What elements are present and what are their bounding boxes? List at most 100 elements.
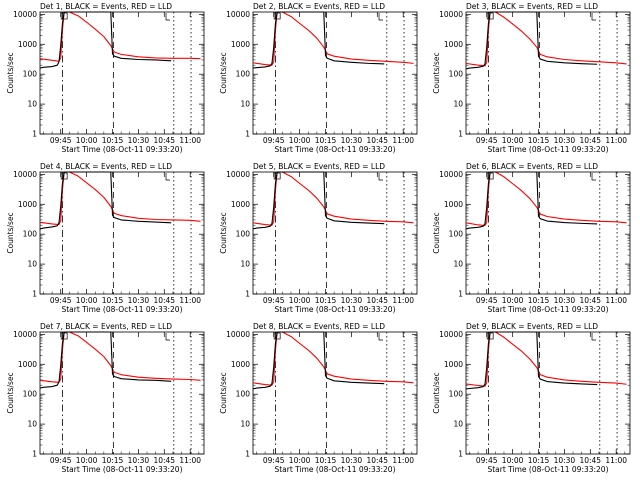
y-tick-label: 100 (23, 390, 38, 399)
plot-frame (252, 171, 418, 295)
panel-title: Det 2, BLACK = Events, RED = LLD (253, 2, 385, 11)
x-tick-label: 09:45 (50, 136, 72, 145)
y-tick-label: 10000 (226, 170, 250, 179)
x-tick-label: 11:00 (392, 456, 414, 465)
x-tick-label: 09:45 (263, 136, 285, 145)
x-tick-label: 11:00 (179, 456, 201, 465)
y-tick-label: 1 (32, 290, 37, 299)
x-tick-label: 10:30 (341, 136, 363, 145)
x-tick-label: 10:15 (102, 136, 124, 145)
plot-frame (39, 11, 205, 135)
y-tick-label: 10000 (226, 330, 250, 339)
bracket-marker (165, 173, 171, 181)
y-tick-label: 10 (240, 260, 250, 269)
y-tick-label: 100 (449, 390, 464, 399)
x-tick-label: 10:30 (341, 296, 363, 305)
panel-title: Det 8, BLACK = Events, RED = LLD (253, 322, 385, 331)
x-tick-label: 10:45 (579, 296, 601, 305)
series-events-line (252, 11, 385, 69)
bracket-marker (378, 173, 384, 181)
bracket-marker (378, 13, 384, 21)
x-tick-label: 11:00 (392, 296, 414, 305)
panel-title: Det 7, BLACK = Events, RED = LLD (40, 322, 172, 331)
series-events-line (39, 11, 172, 69)
y-axis-label: Counts/sec (6, 212, 15, 253)
x-tick-label: 10:45 (366, 456, 388, 465)
series-events-line (39, 331, 172, 389)
x-axis-label: Start Time (08-Oct-11 09:33:20) (61, 305, 182, 314)
bracket-marker (165, 333, 171, 341)
y-tick-label: 100 (449, 70, 464, 79)
x-tick-label: 10:15 (315, 296, 337, 305)
series-lld-line (252, 331, 414, 386)
panel-3 (465, 11, 631, 135)
x-tick-label: 09:45 (263, 456, 285, 465)
x-tick-label: 10:00 (502, 296, 524, 305)
panel-title: Det 3, BLACK = Events, RED = LLD (466, 2, 598, 11)
bracket-marker (591, 333, 597, 341)
x-tick-label: 10:00 (76, 456, 98, 465)
y-tick-label: 1000 (444, 360, 463, 369)
x-axis-label: Start Time (08-Oct-11 09:33:20) (61, 145, 182, 154)
y-axis-label: Counts/sec (6, 52, 15, 93)
x-tick-label: 11:00 (605, 136, 627, 145)
y-tick-label: 1 (32, 450, 37, 459)
y-tick-label: 1000 (444, 200, 463, 209)
bracket-marker (378, 333, 384, 341)
y-tick-label: 1000 (231, 200, 250, 209)
x-tick-label: 10:00 (76, 136, 98, 145)
x-tick-label: 09:45 (476, 456, 498, 465)
x-tick-label: 09:45 (476, 136, 498, 145)
x-axis-label: Start Time (08-Oct-11 09:33:20) (61, 465, 182, 474)
y-tick-label: 1000 (231, 40, 250, 49)
x-tick-label: 11:00 (605, 296, 627, 305)
series-events-line (252, 171, 385, 230)
x-tick-label: 10:15 (102, 296, 124, 305)
x-tick-label: 10:30 (554, 296, 576, 305)
y-tick-label: 100 (23, 230, 38, 239)
bracket-marker (591, 13, 597, 21)
panel-7 (39, 331, 205, 455)
x-tick-label: 10:30 (341, 456, 363, 465)
series-lld-line (465, 171, 627, 227)
y-tick-label: 10 (27, 100, 37, 109)
y-axis-label: Counts/sec (219, 212, 228, 253)
series-lld-line (465, 11, 627, 67)
y-axis-label: Counts/sec (219, 52, 228, 93)
panel-title: Det 1, BLACK = Events, RED = LLD (40, 2, 172, 11)
y-axis-label: Counts/sec (6, 372, 15, 413)
x-tick-label: 10:00 (502, 136, 524, 145)
bracket-marker (591, 173, 597, 181)
x-tick-label: 10:45 (366, 136, 388, 145)
x-tick-label: 10:45 (153, 136, 175, 145)
x-tick-label: 10:00 (76, 296, 98, 305)
y-tick-label: 10 (240, 100, 250, 109)
y-axis-label: Counts/sec (432, 52, 441, 93)
y-tick-label: 100 (236, 70, 251, 79)
x-axis-label: Start Time (08-Oct-11 09:33:20) (274, 465, 395, 474)
x-tick-label: 10:30 (128, 456, 150, 465)
y-tick-label: 1 (245, 450, 250, 459)
y-tick-label: 1000 (18, 360, 37, 369)
panel-6 (465, 171, 631, 295)
x-tick-label: 09:45 (50, 456, 72, 465)
panel-4 (39, 171, 205, 295)
x-tick-label: 10:15 (528, 296, 550, 305)
x-tick-label: 10:15 (315, 456, 337, 465)
series-lld-line (252, 171, 414, 226)
x-axis-label: Start Time (08-Oct-11 09:33:20) (274, 145, 395, 154)
x-tick-label: 09:45 (263, 296, 285, 305)
panel-1 (39, 11, 205, 135)
y-tick-label: 1 (458, 450, 463, 459)
y-axis-label: Counts/sec (219, 372, 228, 413)
x-tick-label: 10:15 (528, 136, 550, 145)
y-tick-label: 10 (453, 260, 463, 269)
y-tick-label: 1 (32, 130, 37, 139)
y-tick-label: 10000 (226, 10, 250, 19)
x-tick-label: 10:45 (579, 456, 601, 465)
y-tick-label: 10000 (439, 170, 463, 179)
x-tick-label: 10:45 (579, 136, 601, 145)
x-tick-label: 10:00 (289, 136, 311, 145)
panel-9 (465, 331, 631, 455)
